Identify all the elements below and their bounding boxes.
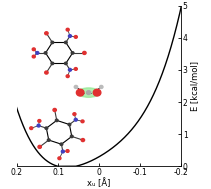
Circle shape (74, 85, 78, 88)
Circle shape (37, 124, 40, 127)
Circle shape (30, 127, 33, 129)
Circle shape (32, 55, 35, 58)
Circle shape (66, 150, 69, 152)
Circle shape (32, 48, 35, 51)
Circle shape (71, 52, 74, 54)
Circle shape (61, 150, 64, 153)
Circle shape (45, 32, 48, 35)
Circle shape (55, 119, 58, 122)
Circle shape (51, 41, 54, 44)
Circle shape (81, 120, 84, 123)
Circle shape (68, 68, 72, 71)
Circle shape (36, 52, 39, 54)
Circle shape (65, 62, 67, 65)
Circle shape (51, 62, 54, 65)
Circle shape (66, 28, 69, 31)
Circle shape (58, 157, 61, 160)
Circle shape (68, 123, 71, 126)
Circle shape (65, 41, 67, 44)
Circle shape (83, 51, 86, 54)
Circle shape (60, 143, 63, 145)
Circle shape (45, 127, 48, 129)
Circle shape (45, 71, 48, 74)
Circle shape (38, 120, 41, 122)
Circle shape (81, 139, 85, 142)
Circle shape (66, 75, 69, 77)
Circle shape (47, 139, 50, 141)
Circle shape (44, 52, 47, 54)
Circle shape (74, 68, 77, 70)
Circle shape (38, 145, 41, 148)
Circle shape (74, 118, 77, 121)
Circle shape (87, 91, 91, 94)
Circle shape (74, 36, 77, 38)
Circle shape (68, 35, 72, 37)
Circle shape (93, 89, 101, 96)
Circle shape (53, 108, 56, 112)
Circle shape (70, 135, 73, 138)
Y-axis label: E [kcal/mol]: E [kcal/mol] (191, 61, 200, 111)
Ellipse shape (78, 88, 99, 97)
Circle shape (100, 85, 103, 88)
Circle shape (76, 89, 84, 96)
X-axis label: xᵤ [Å]: xᵤ [Å] (88, 178, 111, 188)
Circle shape (73, 113, 76, 115)
